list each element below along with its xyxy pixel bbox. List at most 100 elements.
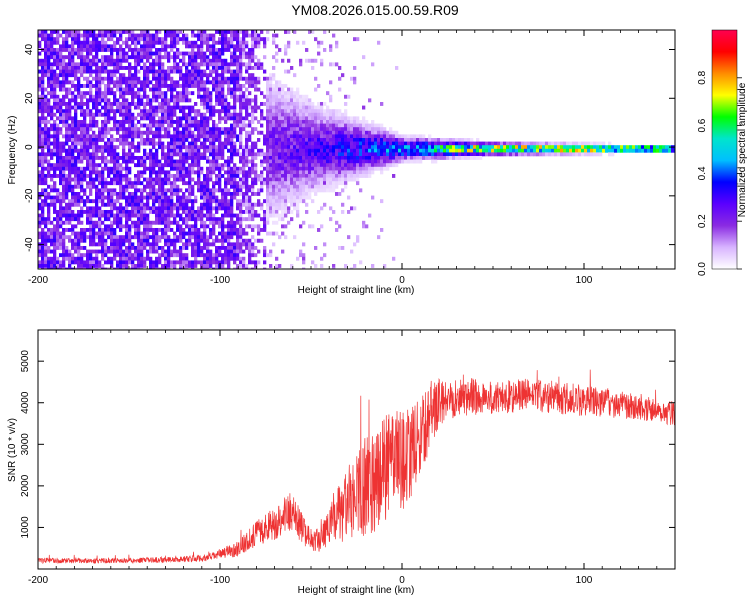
spectrogram-cell (239, 210, 243, 214)
spectrogram-cell (50, 94, 54, 99)
spectrogram-cell (101, 66, 105, 70)
spectrogram-cell (338, 224, 342, 229)
spectrogram-cell (236, 253, 240, 258)
spectrogram-cell (218, 174, 222, 178)
spectrogram-cell (77, 69, 81, 74)
spectrogram-cell (161, 84, 165, 88)
spectrogram-cell (263, 166, 267, 171)
spectrogram-cell (215, 163, 219, 168)
spectrogram-cell (203, 105, 207, 110)
spectrogram-cell (242, 231, 246, 236)
spectrogram-cell (173, 69, 177, 74)
spectrogram-cell (140, 112, 144, 117)
spectrogram-cell (155, 58, 159, 63)
spectrogram-cell (269, 159, 273, 164)
spectrogram-cell (212, 80, 216, 85)
spectrogram-cell (230, 105, 234, 110)
spectrogram-cell (218, 66, 222, 70)
spectrogram-cell (107, 181, 111, 186)
spectrogram-cell (71, 199, 75, 204)
spectrogram-cell (323, 166, 327, 171)
spectrogram-cell (176, 238, 180, 243)
spectrogram-cell (140, 84, 144, 88)
spectrogram-cell (209, 170, 213, 175)
spectrogram-cell (173, 163, 177, 168)
spectrogram-cell (104, 112, 108, 117)
spectrogram-cell (59, 260, 63, 265)
spectrogram-cell (107, 87, 111, 92)
spectrogram-cell (200, 69, 204, 74)
spectrogram-cell (191, 206, 195, 211)
spectrogram-cell (62, 73, 66, 78)
spectrogram-cell (155, 62, 159, 67)
spectrogram-cell (233, 37, 237, 42)
spectrogram-cell (215, 260, 219, 265)
spectrogram-cell (215, 256, 219, 261)
spectrogram-cell (296, 141, 300, 146)
spectrogram-cell (176, 249, 180, 254)
spectrogram-cell (278, 195, 282, 200)
spectrogram-cell (242, 127, 246, 132)
spectrogram-cell (248, 120, 252, 124)
spectrogram-cell (77, 192, 81, 196)
spectrogram-cell (203, 256, 207, 261)
spectrogram-cell (89, 199, 93, 204)
spectrogram-cell (296, 177, 300, 182)
spectrogram-cell (155, 256, 159, 261)
spectrogram-cell (314, 166, 318, 171)
spectrogram-cell (116, 51, 120, 56)
spectrogram-cell (122, 55, 126, 60)
spectrogram-cell (305, 105, 309, 110)
spectrogram-cell (209, 134, 213, 139)
spectrogram-cell (242, 202, 246, 207)
spectrogram-cell (80, 102, 84, 106)
spectrogram-cell (149, 44, 153, 49)
spectrogram-cell (104, 91, 108, 96)
spectrogram-cell (224, 231, 228, 236)
spectrogram-cell (167, 33, 171, 38)
spectrogram-cell (326, 174, 330, 178)
spectrogram-cell (104, 177, 108, 182)
spectrogram-cell (59, 55, 63, 60)
spectrogram-cell (98, 73, 102, 78)
spectrogram-cell (116, 30, 120, 34)
spectrogram-cell (341, 163, 345, 168)
spectrogram-cell (38, 195, 42, 200)
spectrogram-cell (134, 44, 138, 49)
spectrogram-cell (338, 174, 342, 178)
spectrogram-cell (122, 235, 126, 240)
spectrogram-cell (290, 181, 294, 186)
spectrogram-cell (305, 174, 309, 178)
spectrogram-cell (245, 206, 249, 211)
spectrogram-cell (203, 112, 207, 117)
spectrogram-cell (47, 231, 51, 236)
spectrogram-cell (236, 134, 240, 139)
spectrogram-cell (302, 145, 306, 150)
spectrogram-cell (203, 116, 207, 121)
spectrogram-cell (209, 199, 213, 204)
spectrogram-cell (107, 188, 111, 193)
spectrogram-cell (218, 145, 222, 150)
spectrogram-cell (137, 202, 141, 207)
spectrogram-cell (74, 87, 78, 92)
spectrogram-cell (356, 37, 360, 42)
spectrogram-cell (284, 120, 288, 124)
spectrogram-cell (110, 213, 114, 218)
spectrogram-cell (86, 152, 90, 157)
spectrogram-cell (290, 202, 294, 207)
spectrogram-cell (251, 80, 255, 85)
spectrogram-cell (44, 156, 48, 160)
spectrogram-cell (227, 62, 231, 67)
spectrogram-cell (209, 138, 213, 142)
spectrogram-cell (140, 138, 144, 142)
spectrogram-cell (302, 267, 306, 269)
spectrogram-cell (95, 94, 99, 99)
spectrogram-cell (80, 228, 84, 232)
spectrogram-cell (158, 213, 162, 218)
spectrogram-cell (209, 62, 213, 67)
spectrogram-cell (275, 199, 279, 204)
spectrogram-cell (263, 134, 267, 139)
spectrogram-cell (71, 210, 75, 214)
spectrogram-cell (269, 148, 273, 153)
spectrogram-cell (302, 148, 306, 153)
